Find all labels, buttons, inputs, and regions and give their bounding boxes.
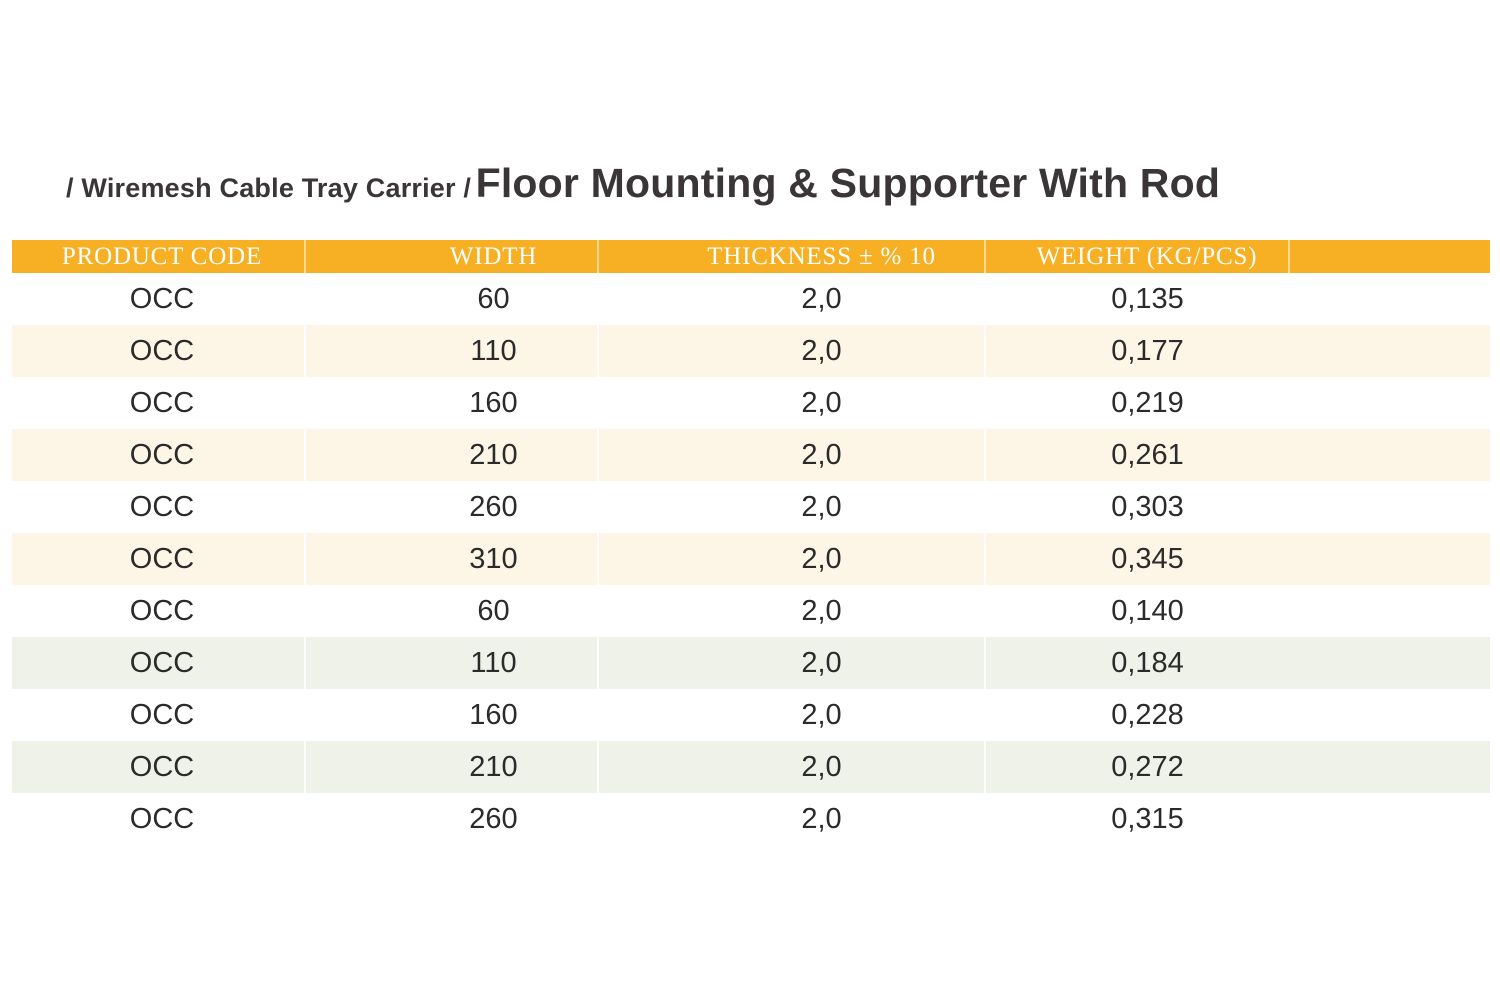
cell-thickness: 2,0 (597, 585, 985, 637)
cell-empty (1289, 533, 1490, 585)
cell-product-code: OCC (12, 429, 305, 481)
table-row: OCC 110 2,0 0,184 (12, 637, 1490, 689)
cell-empty (1289, 741, 1490, 793)
cell-thickness: 2,0 (597, 325, 985, 377)
cell-width: 160 (304, 377, 598, 429)
cell-weight: 0,219 (984, 377, 1289, 429)
cell-thickness: 2,0 (597, 741, 985, 793)
table-row: OCC 260 2,0 0,315 (12, 793, 1490, 845)
cell-width: 210 (304, 741, 598, 793)
table-row: OCC 210 2,0 0,261 (12, 429, 1490, 481)
cell-product-code: OCC (12, 637, 305, 689)
cell-product-code: OCC (12, 585, 305, 637)
cell-weight: 0,184 (984, 637, 1289, 689)
cell-weight: 0,140 (984, 585, 1289, 637)
cell-thickness: 2,0 (597, 481, 985, 533)
cell-empty (1289, 689, 1490, 741)
cell-thickness: 2,0 (597, 637, 985, 689)
cell-empty (1289, 585, 1490, 637)
column-header: WEIGHT (KG/PCS) (984, 240, 1289, 273)
cell-product-code: OCC (12, 533, 305, 585)
cell-weight: 0,228 (984, 689, 1289, 741)
column-header-empty (1288, 240, 1490, 273)
page-title-block: / Wiremesh Cable Tray Carrier / Floor Mo… (66, 160, 1466, 207)
cell-empty (1289, 273, 1490, 325)
cell-width: 60 (304, 585, 598, 637)
cell-empty (1289, 793, 1490, 845)
cell-width: 60 (304, 273, 598, 325)
cell-empty (1289, 429, 1490, 481)
table-row: OCC 60 2,0 0,135 (12, 273, 1490, 325)
cell-empty (1289, 481, 1490, 533)
cell-product-code: OCC (12, 325, 305, 377)
cell-empty (1289, 377, 1490, 429)
cell-product-code: OCC (12, 273, 305, 325)
cell-product-code: OCC (12, 793, 305, 845)
table-row: OCC 160 2,0 0,228 (12, 689, 1490, 741)
cell-width: 310 (304, 533, 598, 585)
cell-width: 260 (304, 793, 598, 845)
table-header: PRODUCT CODE WIDTH THICKNESS ± % 10 WEIG… (12, 240, 1490, 273)
cell-weight: 0,303 (984, 481, 1289, 533)
column-header: WIDTH (304, 240, 598, 273)
table-row: OCC 110 2,0 0,177 (12, 325, 1490, 377)
cell-thickness: 2,0 (597, 273, 985, 325)
page-title: Floor Mounting & Supporter With Rod (475, 160, 1221, 206)
cell-width: 210 (304, 429, 598, 481)
cell-weight: 0,315 (984, 793, 1289, 845)
cell-weight: 0,272 (984, 741, 1289, 793)
cell-thickness: 2,0 (597, 689, 985, 741)
cell-weight: 0,177 (984, 325, 1289, 377)
cell-width: 110 (304, 325, 598, 377)
cell-product-code: OCC (12, 689, 305, 741)
cell-empty (1289, 325, 1490, 377)
table-row: OCC 260 2,0 0,303 (12, 481, 1490, 533)
cell-width: 110 (304, 637, 598, 689)
breadcrumb: / Wiremesh Cable Tray Carrier / (66, 173, 472, 203)
cell-product-code: OCC (12, 741, 305, 793)
cell-thickness: 2,0 (597, 793, 985, 845)
table-row: OCC 160 2,0 0,219 (12, 377, 1490, 429)
cell-width: 160 (304, 689, 598, 741)
table-body: OCC 60 2,0 0,135 OCC 110 2,0 0,177 OCC 160 2,0 0,21… (12, 273, 1490, 845)
cell-width: 260 (304, 481, 598, 533)
cell-thickness: 2,0 (597, 429, 985, 481)
column-header: THICKNESS ± % 10 (597, 240, 985, 273)
table-header-row: PRODUCT CODE WIDTH THICKNESS ± % 10 WEIG… (12, 240, 1490, 273)
cell-product-code: OCC (12, 377, 305, 429)
cell-weight: 0,261 (984, 429, 1289, 481)
cell-thickness: 2,0 (597, 533, 985, 585)
cell-product-code: OCC (12, 481, 305, 533)
cell-empty (1289, 637, 1490, 689)
table-row: OCC 60 2,0 0,140 (12, 585, 1490, 637)
cell-weight: 0,135 (984, 273, 1289, 325)
table-row: OCC 310 2,0 0,345 (12, 533, 1490, 585)
product-spec-table: PRODUCT CODE WIDTH THICKNESS ± % 10 WEIG… (12, 240, 1490, 845)
column-header: PRODUCT CODE (12, 240, 305, 273)
table-row: OCC 210 2,0 0,272 (12, 741, 1490, 793)
cell-thickness: 2,0 (597, 377, 985, 429)
cell-weight: 0,345 (984, 533, 1289, 585)
